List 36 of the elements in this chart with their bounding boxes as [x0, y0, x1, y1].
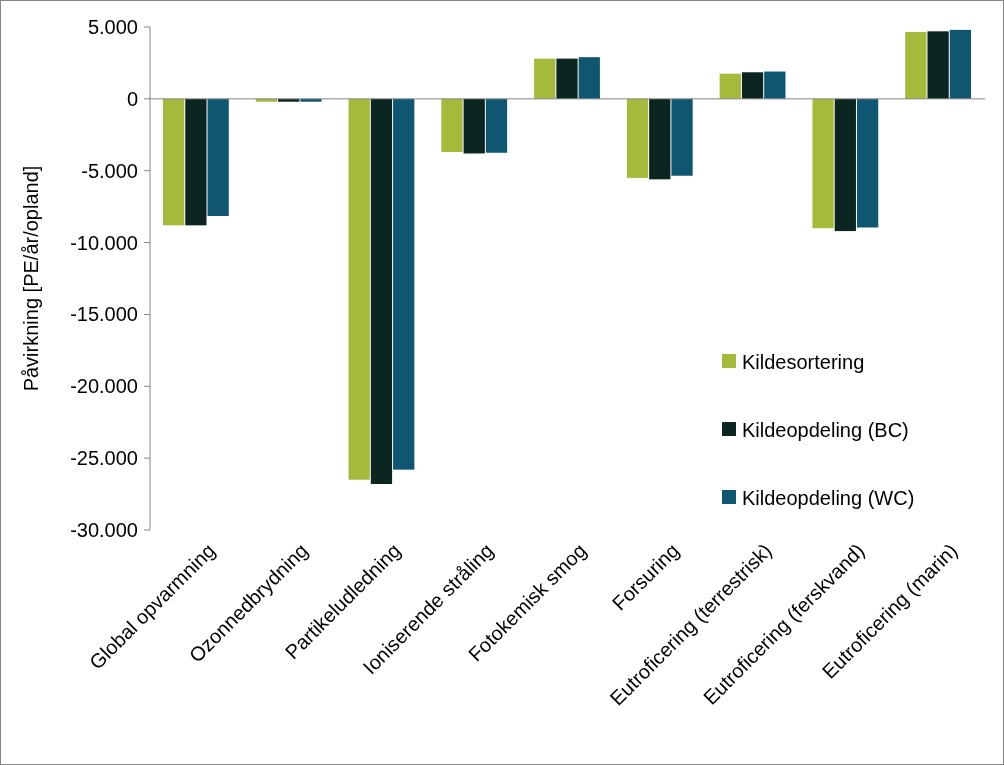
bar: [834, 98, 856, 232]
y-axis-title: Påvirkning [PE/år/opland]: [20, 165, 42, 392]
y-tick-label: -25.000: [70, 447, 138, 470]
bar: [719, 73, 741, 99]
bar: [812, 98, 834, 229]
bar: [207, 98, 229, 216]
bar: [534, 58, 556, 99]
bar: [370, 98, 393, 485]
bar: [671, 98, 693, 176]
bar: [905, 32, 927, 99]
y-tick-label: -5.000: [81, 159, 138, 182]
bar: [556, 58, 578, 99]
bar: [626, 98, 649, 178]
bar: [949, 29, 972, 99]
bar: [764, 71, 786, 99]
bar: [441, 98, 463, 153]
bar: [927, 31, 949, 99]
legend-label: Kildesortering: [742, 351, 865, 373]
y-tick-label: 5.000: [87, 16, 138, 38]
y-tick-label: 0: [126, 87, 138, 110]
bar: [649, 98, 671, 180]
bar: [348, 98, 370, 480]
bar: [485, 98, 508, 153]
bar: [463, 98, 485, 154]
bar: [162, 98, 185, 226]
legend-label: Kildeopdeling (BC): [742, 419, 909, 441]
y-tick-label: -20.000: [70, 375, 138, 398]
y-tick-label: -15.000: [70, 303, 138, 326]
bar: [741, 72, 764, 99]
bar: [856, 98, 879, 228]
y-tick-label: -30.000: [70, 519, 138, 541]
legend-label: Kildeopdeling (WC): [742, 487, 915, 509]
bar: [185, 98, 207, 226]
bar: [578, 57, 600, 99]
y-tick-label: -10.000: [70, 231, 138, 254]
bar: [393, 98, 415, 470]
